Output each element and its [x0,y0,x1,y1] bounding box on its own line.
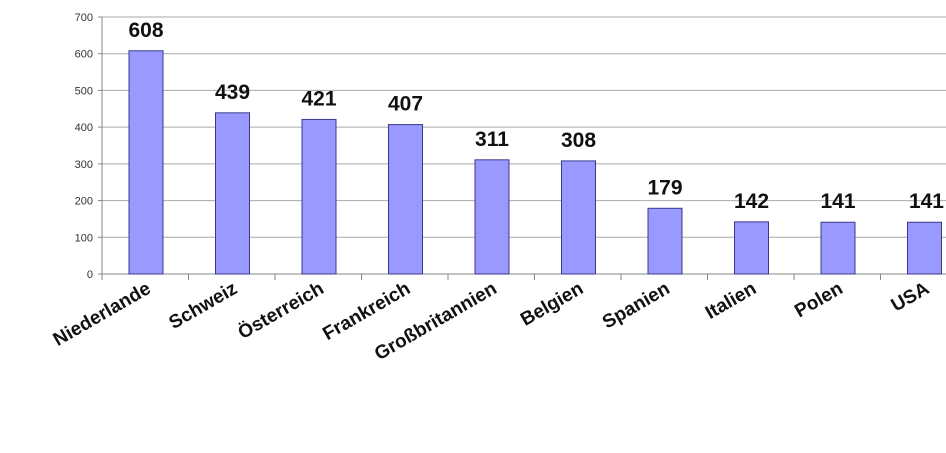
y-tick-label: 400 [75,122,93,134]
bar [128,50,164,275]
data-label: 407 [388,93,423,116]
bar [388,124,423,275]
data-label: 608 [128,19,163,42]
data-label: 421 [301,87,336,110]
data-label: 311 [475,128,509,151]
data-label: 179 [647,176,682,199]
bar [215,112,250,275]
data-label: 141 [909,190,944,213]
bar [820,221,856,275]
category-label: Belgien [517,278,587,330]
y-tick-label: 300 [75,159,93,171]
data-label: 141 [820,190,855,213]
bar [647,207,683,275]
y-tick-label: 100 [75,232,93,244]
bar [301,118,337,275]
bar [734,221,769,275]
data-label: 439 [215,81,250,104]
bar [561,160,596,275]
category-label: USA [888,278,933,316]
category-label: Österreich [235,278,328,344]
bar [474,159,510,275]
y-tick-label: 0 [87,269,93,281]
category-label: Schweiz [166,278,241,334]
y-tick-label: 700 [75,12,93,24]
category-label: Italien [702,278,760,324]
category-label: Niederlande [50,278,155,351]
category-label: Polen [791,278,846,322]
y-tick-label: 200 [75,196,93,208]
y-tick-label: 500 [75,85,93,97]
data-label: 142 [734,190,769,213]
category-label: Spanien [599,278,674,333]
data-label: 308 [561,129,596,152]
y-tick-label: 600 [75,49,93,61]
bar [907,221,942,275]
